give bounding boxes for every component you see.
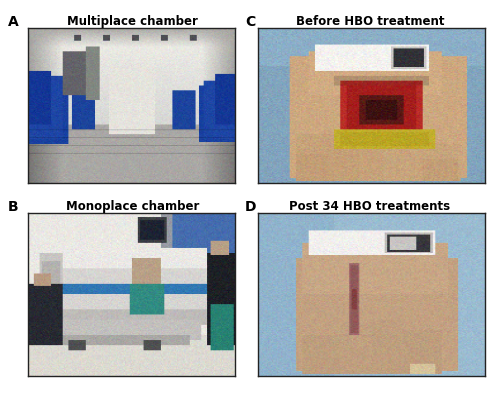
Text: Multiplace chamber: Multiplace chamber xyxy=(67,15,198,28)
Text: A: A xyxy=(8,15,18,29)
Text: Post 34 HBO treatments: Post 34 HBO treatments xyxy=(290,201,450,213)
Text: Monoplace chamber: Monoplace chamber xyxy=(66,201,199,213)
Text: C: C xyxy=(245,15,256,29)
Text: Before HBO treatment: Before HBO treatment xyxy=(296,15,444,28)
Text: B: B xyxy=(8,200,18,214)
Text: D: D xyxy=(245,200,256,214)
